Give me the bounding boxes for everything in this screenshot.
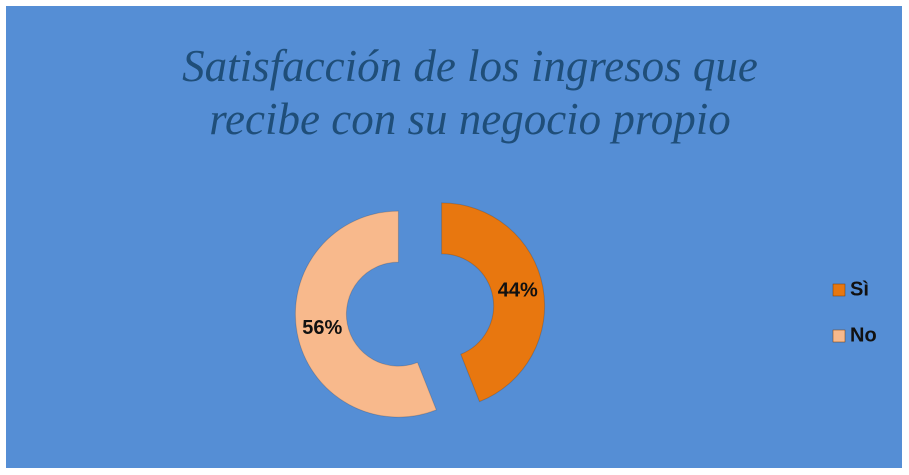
chart-title: Satisfacción de los ingresos que recibe … — [182, 41, 758, 144]
legend-marker — [832, 283, 846, 297]
donut-slice — [441, 202, 546, 403]
donut-slice — [294, 210, 437, 418]
data-label: 44% — [498, 280, 538, 302]
data-label: 56% — [302, 317, 342, 339]
legend-label: Sì — [850, 278, 869, 300]
legend-label: No — [850, 324, 877, 346]
legend-marker — [832, 329, 846, 343]
